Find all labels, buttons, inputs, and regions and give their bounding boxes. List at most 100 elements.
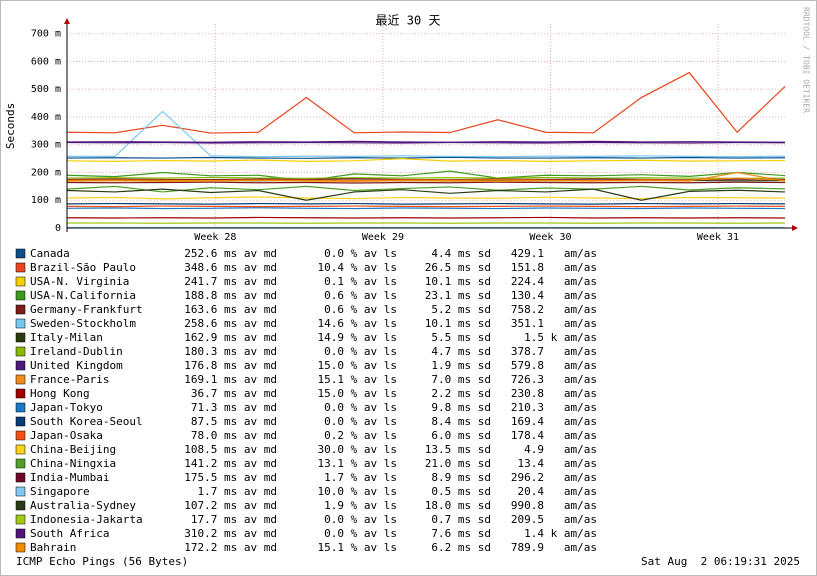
y-tick-label: 600 m	[31, 56, 61, 67]
legend-swatch	[15, 486, 26, 497]
series-line	[66, 196, 786, 200]
series-line	[66, 188, 786, 201]
legend-stat: 7.0 ms sd	[431, 373, 491, 386]
legend-name: China-Beijing	[30, 443, 116, 456]
legend-stat: 6.2 ms sd	[431, 541, 491, 554]
series-line	[66, 177, 786, 182]
legend: Canada 252.6 ms av md 0.0 % av ls 4.4 ms sd…	[15, 247, 597, 554]
lines	[66, 71, 786, 229]
legend-stat: 252.6 ms av md	[184, 247, 277, 260]
grid: 0 100 m 200 m 300 m 400 m 500 m 600 m 700 m Week…	[31, 24, 785, 243]
legend-stat: 151.8 am/as	[511, 261, 597, 274]
legend-swatch	[15, 500, 26, 511]
series-line	[66, 158, 786, 162]
legend-swatch	[15, 430, 26, 441]
legend-name: Singapore	[30, 485, 90, 498]
legend-stat: 1.7 ms av md	[198, 485, 277, 498]
legend-stat: 8.4 ms sd	[431, 415, 491, 428]
legend-stat: 10.4 % av ls	[318, 261, 397, 274]
legend-stat: 36.7 ms av md	[191, 387, 277, 400]
legend-stat: 1.9 % av ls	[324, 499, 397, 512]
legend-stat: 8.9 ms sd	[431, 471, 491, 484]
legend-stat: 10.1 ms sd	[425, 317, 491, 330]
legend-swatch	[15, 388, 26, 399]
legend-name: India-Mumbai	[30, 471, 109, 484]
legend-name: France-Paris	[30, 373, 109, 386]
y-tick-label: 400 m	[31, 112, 61, 123]
legend-stat: 0.0 % av ls	[324, 247, 397, 260]
legend-stat: 162.9 ms av md	[184, 331, 277, 344]
legend-swatch	[15, 276, 26, 287]
series-line	[66, 71, 786, 134]
legend-stat: 175.5 ms av md	[184, 471, 277, 484]
legend-stat: 0.0 % av ls	[324, 527, 397, 540]
legend-stat: 108.5 ms av md	[184, 443, 277, 456]
legend-stat: 17.7 ms av md	[191, 513, 277, 526]
series-line	[66, 156, 786, 159]
legend-stat: 758.2 am/as	[511, 303, 597, 316]
legend-stat: 726.3 am/as	[511, 373, 597, 386]
legend-stat: 13.4 am/as	[518, 457, 597, 470]
legend-stat: 241.7 ms av md	[184, 275, 277, 288]
series-line	[66, 205, 786, 208]
legend-stat: 18.0 ms sd	[425, 499, 491, 512]
legend-swatch	[15, 528, 26, 539]
x-tick-label: Week 30	[529, 232, 571, 243]
y-axis-label: Seconds	[4, 103, 17, 149]
legend-stat: 990.8 am/as	[511, 499, 597, 512]
legend-stat: 15.0 % av ls	[318, 387, 397, 400]
legend-stat: 429.1 am/as	[511, 247, 597, 260]
legend-swatch	[15, 332, 26, 343]
legend-name: China-Ningxia	[30, 457, 116, 470]
legend-stat: 23.1 ms sd	[425, 289, 491, 302]
legend-swatch	[15, 290, 26, 301]
legend-stat: 579.8 am/as	[511, 359, 597, 372]
legend-stat: 180.3 ms av md	[184, 345, 277, 358]
legend-name: Germany-Frankfurt	[30, 303, 143, 316]
series-line	[66, 216, 786, 219]
legend-name: Italy-Milan	[30, 331, 103, 344]
legend-swatch	[15, 514, 26, 525]
legend-stat: 71.3 ms av md	[191, 401, 277, 414]
legend-stat: 0.0 % av ls	[324, 513, 397, 526]
x-tick-label: Week 29	[362, 232, 404, 243]
legend-stat: 78.0 ms av md	[191, 429, 277, 442]
legend-stat: 188.8 ms av md	[184, 289, 277, 302]
legend-stat: 1.9 ms sd	[431, 359, 491, 372]
legend-stat: 163.6 ms av md	[184, 303, 277, 316]
legend-stat: 172.2 ms av md	[184, 541, 277, 554]
legend-name: Brazil-São Paulo	[30, 261, 136, 274]
legend-stat: 0.0 % av ls	[324, 401, 397, 414]
chart-title: 最近 30 天	[376, 14, 441, 28]
legend-stat: 5.5 ms sd	[431, 331, 491, 344]
legend-name: Japan-Tokyo	[30, 401, 103, 414]
y-tick-label: 0	[55, 223, 61, 234]
legend-stat: 4.7 ms sd	[431, 345, 491, 358]
series-line	[66, 181, 786, 184]
legend-stat: 310.2 ms av md	[184, 527, 277, 540]
legend-swatch	[15, 444, 26, 455]
legend-swatch	[15, 248, 26, 259]
legend-name: Ireland-Dublin	[30, 345, 123, 358]
legend-stat: 13.1 % av ls	[318, 457, 397, 470]
legend-name: Bahrain	[30, 541, 76, 554]
legend-stat: 130.4 am/as	[511, 289, 597, 302]
legend-swatch	[15, 472, 26, 483]
legend-name: United Kingdom	[30, 359, 123, 372]
legend-stat: 7.6 ms sd	[431, 527, 491, 540]
legend-stat: 0.7 ms sd	[431, 513, 491, 526]
legend-swatch	[15, 542, 26, 553]
legend-name: Canada	[30, 247, 70, 260]
legend-stat: 0.0 % av ls	[324, 415, 397, 428]
y-tick-label: 300 m	[31, 140, 61, 151]
legend-stat: 1.5 k am/as	[524, 331, 597, 344]
legend-swatch	[15, 374, 26, 385]
legend-stat: 230.8 am/as	[511, 387, 597, 400]
legend-stat: 378.7 am/as	[511, 345, 597, 358]
legend-swatch	[15, 346, 26, 357]
legend-stat: 224.4 am/as	[511, 275, 597, 288]
legend-stat: 258.6 ms av md	[184, 317, 277, 330]
y-tick-label: 500 m	[31, 84, 61, 95]
series-line	[66, 207, 786, 210]
